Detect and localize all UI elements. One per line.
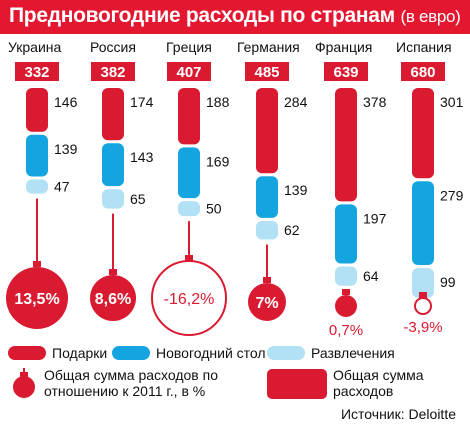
- ornament-5: [414, 297, 432, 315]
- title-bar: Предновогодние расходы по странам (в евр…: [0, 0, 470, 34]
- segment-value-4-1: 197: [363, 210, 387, 226]
- total-value-3: 485: [254, 64, 279, 81]
- legend-label-change: Общая сумма расходов по отношению к 2011…: [44, 367, 218, 399]
- bar-segment-5-1: [412, 181, 434, 265]
- total-badge-5: [401, 62, 445, 81]
- segment-value-1-2: 65: [130, 191, 146, 207]
- country-label-5: Испания: [396, 39, 452, 55]
- bar-segment-1-0: [102, 88, 124, 141]
- bar-segment-3-0: [256, 88, 278, 174]
- segment-value-2-2: 50: [206, 201, 222, 217]
- change-label-3: 7%: [255, 295, 278, 312]
- legend-label-fun: Развлечения: [311, 345, 395, 361]
- ornament-0: [6, 267, 68, 329]
- legend-label-total: Общая сумма расходов: [333, 367, 424, 399]
- total-value-1: 382: [100, 64, 125, 81]
- country-label-2: Греция: [166, 39, 212, 55]
- chart-title-text: Предновогодние расходы по странам: [9, 4, 395, 27]
- ornament-cap-4: [342, 289, 350, 295]
- chart-title: Предновогодние расходы по странам (в евр…: [9, 4, 461, 28]
- segment-value-1-1: 143: [130, 149, 154, 165]
- segment-value-5-2: 99: [440, 274, 456, 290]
- country-label-0: Украина: [8, 39, 62, 55]
- segment-value-3-0: 284: [284, 94, 308, 110]
- change-label-2: -16,2%: [164, 291, 215, 308]
- bar-segment-4-1: [335, 204, 357, 264]
- total-value-4: 639: [333, 64, 358, 81]
- bar-segment-2-1: [178, 147, 200, 199]
- total-badge-2: [167, 62, 211, 81]
- segment-value-3-2: 62: [284, 222, 300, 238]
- bar-segment-0-2: [26, 179, 48, 194]
- ornament-3: [248, 283, 286, 321]
- total-badge-3: [245, 62, 289, 81]
- segment-value-2-0: 188: [206, 94, 230, 110]
- segment-value-0-2: 47: [54, 179, 70, 195]
- ornament-cap-0: [33, 261, 41, 267]
- total-badge-0: [15, 62, 59, 81]
- country-label-4: Франция: [315, 39, 372, 55]
- segment-value-4-2: 64: [363, 268, 379, 284]
- bar-segment-0-0: [26, 88, 48, 132]
- segment-value-3-1: 139: [284, 182, 308, 198]
- change-label-1: 8,6%: [95, 291, 131, 308]
- change-label-4: 0,7%: [329, 322, 363, 339]
- country-label-1: Россия: [90, 39, 136, 55]
- ornament-cap-5: [419, 292, 427, 298]
- total-badge-4: [324, 62, 368, 81]
- ornament-cap-2: [185, 255, 193, 261]
- bar-segment-3-2: [256, 220, 278, 240]
- total-value-5: 680: [410, 64, 435, 81]
- change-label-5: -3,9%: [403, 319, 442, 336]
- total-value-2: 407: [176, 64, 201, 81]
- legend-label-table: Новогодний стол: [156, 345, 266, 361]
- change-label-0: 13,5%: [14, 291, 59, 308]
- segment-value-0-0: 146: [54, 94, 78, 110]
- ornament-cap-3: [263, 277, 271, 283]
- segment-value-0-1: 139: [54, 141, 78, 157]
- bar-segment-4-2: [335, 266, 357, 286]
- bar-segment-2-2: [178, 201, 200, 217]
- segment-value-4-0: 378: [363, 94, 387, 110]
- bar-segment-3-1: [256, 176, 278, 218]
- bar-segment-1-2: [102, 189, 124, 209]
- segment-value-2-1: 169: [206, 153, 230, 169]
- bar-segment-4-0: [335, 88, 357, 202]
- ornament-cap-1: [109, 269, 117, 275]
- segment-value-1-0: 174: [130, 94, 154, 110]
- ornament-1: [90, 275, 136, 321]
- bar-segment-5-0: [412, 88, 434, 179]
- country-label-3: Германия: [237, 39, 300, 55]
- bar-segment-0-1: [26, 134, 48, 177]
- segment-value-5-1: 279: [440, 187, 464, 203]
- total-value-0: 332: [24, 64, 49, 81]
- chart-subtitle: (в евро): [400, 7, 461, 26]
- bar-segment-1-1: [102, 143, 124, 187]
- ornament-2: [151, 260, 227, 336]
- source-note: Источник: Deloitte: [340, 406, 456, 422]
- segment-value-5-0: 301: [440, 94, 464, 110]
- bar-segment-2-0: [178, 88, 200, 145]
- total-badge-1: [91, 62, 135, 81]
- bar-segment-5-2: [412, 268, 434, 298]
- ornament-4: [335, 295, 357, 317]
- legend-label-gifts: Подарки: [52, 345, 108, 361]
